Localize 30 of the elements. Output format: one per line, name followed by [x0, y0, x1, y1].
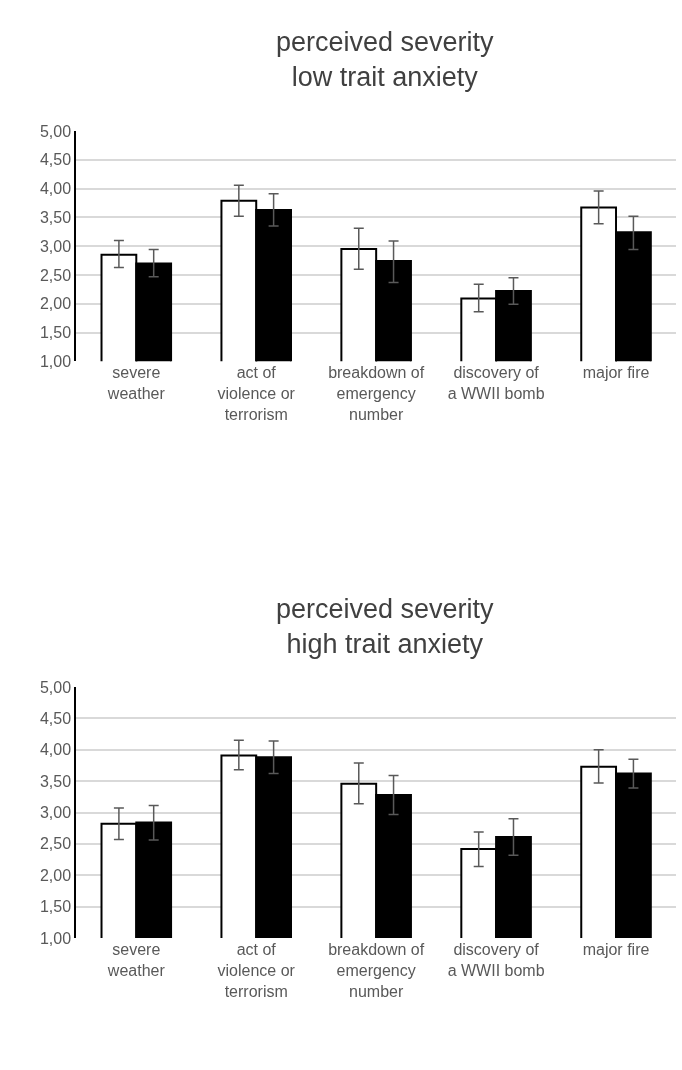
y-tick-label: 2,00 — [39, 866, 72, 884]
y-tick-label: 2,00 — [39, 295, 72, 313]
x-tick-label: severe weather — [106, 364, 166, 403]
x-tick-label: major fire — [582, 940, 650, 958]
y-tick-label: 3,00 — [39, 237, 72, 255]
chart-title: perceived severity high trait anxiety — [276, 594, 495, 660]
x-tick-label: act of violence or terrorism — [217, 364, 296, 423]
y-tick-label: 1,00 — [39, 352, 72, 370]
y-tick-label: 4,00 — [39, 741, 72, 759]
y-tick-label: 3,00 — [39, 804, 72, 822]
x-tick-label: breakdown of emergency number — [328, 364, 425, 423]
chart-title: perceived severity low trait anxiety — [276, 27, 495, 93]
x-tick-label: discovery of a WWII bomb — [447, 364, 545, 403]
x-tick-label: act of violence or terrorism — [217, 940, 296, 1000]
y-tick-label: 2,50 — [39, 266, 72, 284]
x-tick-label: breakdown of emergency number — [328, 940, 425, 1000]
y-tick-label: 3,50 — [39, 208, 72, 226]
y-tick-label: 2,50 — [39, 835, 72, 853]
x-tick-label: severe weather — [106, 940, 166, 979]
y-tick-label: 4,00 — [39, 180, 72, 198]
x-tick-label: major fire — [582, 364, 650, 382]
y-tick-label: 5,00 — [39, 678, 72, 696]
y-tick-label: 4,50 — [39, 151, 72, 169]
x-tick-label: discovery of a WWII bomb — [447, 940, 545, 979]
y-tick-label: 4,50 — [39, 710, 72, 728]
y-tick-label: 1,50 — [39, 898, 72, 916]
y-tick-label: 5,00 — [39, 122, 72, 140]
y-tick-label: 1,00 — [39, 929, 72, 947]
y-tick-label: 1,50 — [39, 324, 72, 342]
y-tick-label: 3,50 — [39, 772, 72, 790]
